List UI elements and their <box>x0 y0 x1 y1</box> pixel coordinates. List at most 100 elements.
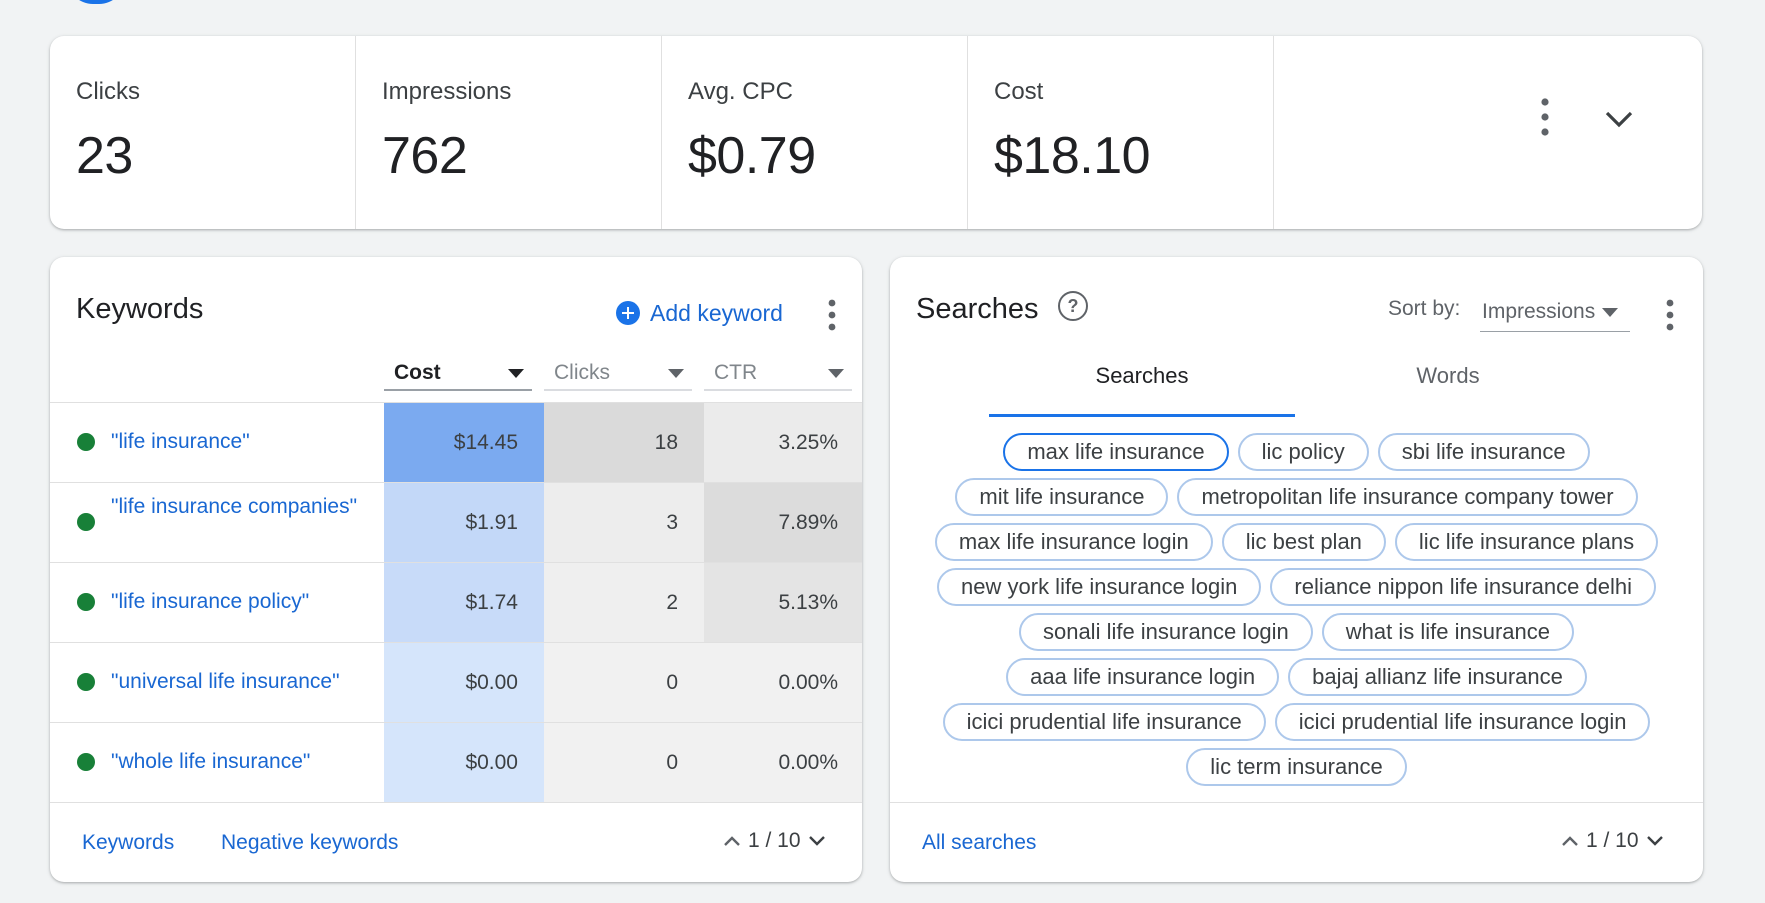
keywords-title: Keywords <box>76 293 204 325</box>
clicks-cell: 0 <box>544 723 704 802</box>
negative-keywords-link[interactable]: Negative keywords <box>221 831 399 854</box>
metric-label: Impressions <box>382 78 512 105</box>
metric-impressions[interactable]: Impressions 762 <box>356 36 662 229</box>
status-enabled-icon <box>77 593 95 611</box>
chevron-down-icon[interactable] <box>1645 831 1665 851</box>
status-enabled-icon <box>77 753 95 771</box>
search-term-chip[interactable]: icici prudential life insurance login <box>1274 703 1651 741</box>
search-term-chip[interactable]: lic best plan <box>1221 523 1386 561</box>
search-terms-chip-list: max life insurance lic policy sbi life i… <box>910 433 1683 793</box>
clicks-cell: 0 <box>544 643 704 722</box>
cost-cell: $0.00 <box>384 643 544 722</box>
search-term-chip[interactable]: reliance nippon life insurance delhi <box>1270 568 1656 606</box>
column-header-label: Cost <box>394 361 441 384</box>
sort-label: Sort by: <box>1388 297 1461 320</box>
metric-label: Clicks <box>76 78 140 105</box>
metric-cost[interactable]: Cost $18.10 <box>968 36 1274 229</box>
metric-clicks[interactable]: Clicks 23 <box>50 36 356 229</box>
chevron-down-icon[interactable] <box>807 831 827 851</box>
search-term-chip[interactable]: lic term insurance <box>1186 748 1407 786</box>
status-enabled-icon <box>77 433 95 451</box>
keywords-link[interactable]: Keywords <box>82 831 175 854</box>
search-term-chip[interactable]: max life insurance <box>1003 433 1229 471</box>
status-enabled-icon <box>77 513 95 531</box>
more-vert-icon[interactable] <box>1530 92 1560 142</box>
search-term-chip[interactable]: aaa life insurance login <box>1006 658 1280 696</box>
status-enabled-icon <box>77 673 95 691</box>
cost-cell: $1.91 <box>384 483 544 562</box>
search-term-chip[interactable]: mit life insurance <box>955 478 1169 516</box>
table-row[interactable]: "whole life insurance" $0.00 0 0.00% <box>50 722 862 802</box>
metric-label: Avg. CPC <box>688 78 793 105</box>
account-avatar-edge[interactable] <box>67 0 125 4</box>
column-header-ctr[interactable]: CTR <box>704 357 852 391</box>
column-header-clicks[interactable]: Clicks <box>544 357 692 391</box>
tab-label: Words <box>1416 363 1480 388</box>
metric-label: Cost <box>994 78 1044 105</box>
search-term-chip[interactable]: what is life insurance <box>1321 613 1575 651</box>
cost-cell: $1.74 <box>384 563 544 642</box>
clicks-cell: 18 <box>544 403 704 482</box>
search-term-chip[interactable]: sonali life insurance login <box>1018 613 1313 651</box>
search-term-chip[interactable]: icici prudential life insurance <box>942 703 1266 741</box>
ctr-cell: 7.89% <box>704 483 862 562</box>
tab-searches[interactable]: Searches <box>989 357 1295 417</box>
keywords-card: Keywords Add keyword Cost Clicks CTR "li… <box>50 257 862 882</box>
table-row[interactable]: "life insurance" $14.45 18 3.25% <box>50 402 862 482</box>
dropdown-arrow-icon <box>668 369 684 378</box>
add-keyword-label: Add keyword <box>650 299 783 326</box>
searches-card: Searches ? Sort by: Impressions Searches… <box>890 257 1703 882</box>
keyword-link[interactable]: "whole life insurance" <box>111 750 311 773</box>
tab-words[interactable]: Words <box>1295 357 1601 417</box>
add-keyword-button[interactable]: Add keyword <box>616 293 783 333</box>
clicks-cell: 3 <box>544 483 704 562</box>
table-row[interactable]: "universal life insurance" $0.00 0 0.00% <box>50 642 862 722</box>
pager-text: 1 / 10 <box>748 829 801 852</box>
search-term-chip[interactable]: bajaj allianz life insurance <box>1288 658 1587 696</box>
ctr-cell: 0.00% <box>704 643 862 722</box>
table-row[interactable]: "life insurance policy" $1.74 2 5.13% <box>50 562 862 642</box>
cost-cell: $14.45 <box>384 403 544 482</box>
metric-avg-cpc[interactable]: Avg. CPC $0.79 <box>662 36 968 229</box>
search-term-chip[interactable]: lic life insurance plans <box>1394 523 1659 561</box>
searches-title: Searches <box>916 293 1039 325</box>
sort-dropdown[interactable]: Impressions <box>1480 291 1630 332</box>
search-term-chip[interactable]: metropolitan life insurance company towe… <box>1177 478 1638 516</box>
metric-value: 23 <box>76 127 133 185</box>
help-icon[interactable]: ? <box>1058 291 1088 321</box>
keyword-link[interactable]: "life insurance companies" <box>111 495 358 518</box>
column-header-cost[interactable]: Cost <box>384 357 532 391</box>
search-term-chip[interactable]: new york life insurance login <box>937 568 1262 606</box>
column-header-label: Clicks <box>554 361 610 384</box>
column-header-label: CTR <box>714 361 758 384</box>
chevron-up-icon[interactable] <box>1560 831 1580 851</box>
sort-arrow-icon <box>508 369 524 378</box>
sort-value: Impressions <box>1482 300 1596 323</box>
metric-value: $0.79 <box>688 127 816 185</box>
add-circle-icon <box>616 301 640 325</box>
tab-label: Searches <box>1095 363 1189 388</box>
chevron-down-icon[interactable] <box>1596 96 1642 142</box>
dropdown-arrow-icon <box>828 369 844 378</box>
keyword-link[interactable]: "universal life insurance" <box>111 670 340 693</box>
ctr-cell: 3.25% <box>704 403 862 482</box>
dropdown-arrow-icon <box>1602 308 1618 317</box>
ctr-cell: 0.00% <box>704 723 862 802</box>
search-term-chip[interactable]: max life insurance login <box>934 523 1213 561</box>
search-term-chip[interactable]: lic policy <box>1237 433 1369 471</box>
cost-cell: $0.00 <box>384 723 544 802</box>
chevron-up-icon[interactable] <box>722 831 742 851</box>
all-searches-link[interactable]: All searches <box>922 831 1037 854</box>
search-term-chip[interactable]: sbi life insurance <box>1377 433 1590 471</box>
keywords-footer: Keywords Negative keywords 1 / 10 <box>50 802 862 882</box>
table-row[interactable]: "life insurance companies" $1.91 3 7.89% <box>50 482 862 562</box>
pager-text: 1 / 10 <box>1586 829 1639 852</box>
clicks-cell: 2 <box>544 563 704 642</box>
keyword-link[interactable]: "life insurance policy" <box>111 590 310 613</box>
metric-value: $18.10 <box>994 127 1151 185</box>
more-vert-icon[interactable] <box>822 295 842 335</box>
more-vert-icon[interactable] <box>1660 295 1680 335</box>
metric-value: 762 <box>382 127 468 185</box>
keyword-link[interactable]: "life insurance" <box>111 430 250 453</box>
searches-pager: 1 / 10 <box>1560 829 1665 853</box>
